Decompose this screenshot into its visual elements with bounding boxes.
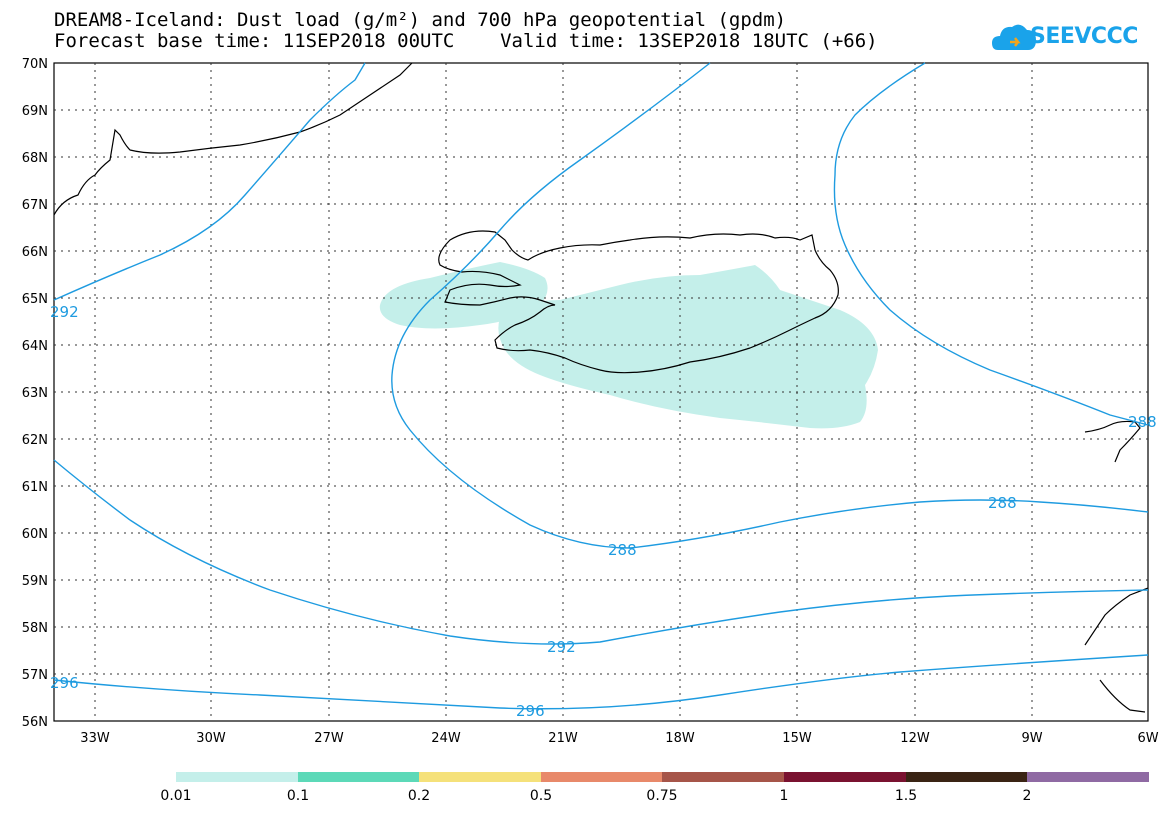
legend-label: 0.2	[408, 788, 430, 804]
contour-labels: 292 288 288 292 296 296 288	[50, 303, 1157, 720]
contour-label: 296	[516, 702, 545, 720]
legend-swatch	[541, 772, 662, 782]
lat-label: 64N	[22, 339, 48, 354]
contour-label: 292	[547, 638, 576, 656]
cloud-icon	[992, 24, 1036, 50]
lon-label: 33W	[80, 731, 110, 746]
lat-label: 68N	[22, 151, 48, 166]
lat-label: 62N	[22, 433, 48, 448]
lat-label: 57N	[22, 668, 48, 683]
map-title: DREAM8-Iceland: Dust load (g/m²) and 700…	[54, 9, 787, 31]
lat-label: 69N	[22, 104, 48, 119]
legend-colorbar	[176, 772, 1149, 782]
legend-swatch	[662, 772, 784, 782]
lon-label: 9W	[1021, 731, 1042, 746]
lat-label: 59N	[22, 574, 48, 589]
lat-label: 58N	[22, 621, 48, 636]
map-subtitle: Forecast base time: 11SEP2018 00UTC Vali…	[54, 30, 878, 52]
lat-label: 61N	[22, 480, 48, 495]
contour-label: 292	[50, 303, 79, 321]
legend-swatch	[419, 772, 541, 782]
legend-swatch	[176, 772, 298, 782]
legend-label: 0.01	[160, 788, 191, 804]
contour-label: 288	[1128, 413, 1157, 431]
lon-label: 30W	[196, 731, 226, 746]
lon-label: 12W	[900, 731, 930, 746]
legend-label: 2	[1023, 788, 1032, 804]
legend-label: 0.75	[646, 788, 677, 804]
legend-swatch	[1027, 772, 1149, 782]
legend-swatch	[298, 772, 419, 782]
lon-label: 27W	[314, 731, 344, 746]
coastline	[53, 62, 1149, 713]
lat-label: 70N	[22, 57, 48, 72]
legend-label: 1	[780, 788, 789, 804]
lat-label: 63N	[22, 386, 48, 401]
legend-label: 0.1	[287, 788, 309, 804]
logo-text: SEEVCCC	[1030, 24, 1138, 49]
latitude-labels: 70N 69N 68N 67N 66N 65N 64N 63N 62N 61N …	[22, 57, 48, 730]
lat-label: 65N	[22, 292, 48, 307]
lon-label: 24W	[431, 731, 461, 746]
legend-label: 0.5	[530, 788, 552, 804]
legend-swatch	[784, 772, 906, 782]
lon-label: 18W	[665, 731, 695, 746]
lat-label: 56N	[22, 715, 48, 730]
contour-label: 288	[988, 494, 1017, 512]
lon-label: 6W	[1137, 731, 1158, 746]
contour-label: 296	[50, 674, 79, 692]
lon-label: 15W	[782, 731, 812, 746]
dust-area	[379, 262, 878, 429]
gridlines	[54, 63, 1148, 721]
lat-label: 66N	[22, 245, 48, 260]
legend-label: 1.5	[895, 788, 917, 804]
legend-labels: 0.01 0.1 0.2 0.5 0.75 1 1.5 2	[160, 788, 1031, 804]
lon-label: 21W	[548, 731, 578, 746]
contour-label: 288	[608, 541, 637, 559]
lat-label: 60N	[22, 527, 48, 542]
longitude-labels: 33W 30W 27W 24W 21W 18W 15W 12W 9W 6W	[80, 731, 1158, 746]
legend-swatch	[906, 772, 1027, 782]
lat-label: 67N	[22, 198, 48, 213]
geopotential-contours	[53, 62, 1149, 710]
